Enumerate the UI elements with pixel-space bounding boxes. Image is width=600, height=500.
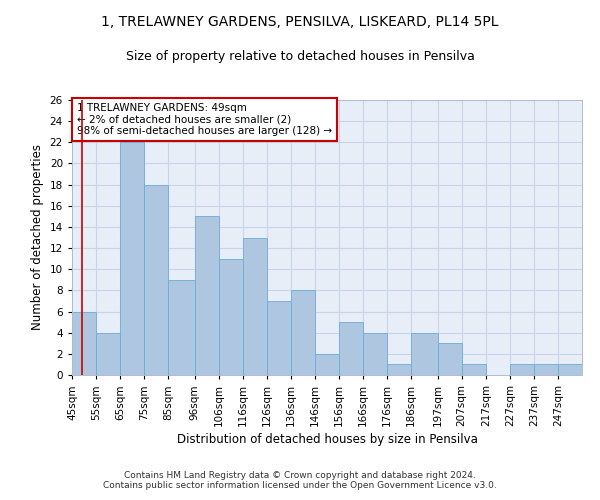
Text: 1, TRELAWNEY GARDENS, PENSILVA, LISKEARD, PL14 5PL: 1, TRELAWNEY GARDENS, PENSILVA, LISKEARD…: [101, 15, 499, 29]
Bar: [437, 344, 462, 375]
Bar: [339, 322, 363, 375]
Bar: [96, 332, 120, 375]
Bar: [315, 354, 339, 375]
Bar: [267, 301, 291, 375]
Bar: [387, 364, 411, 375]
Bar: [534, 364, 558, 375]
Bar: [462, 364, 486, 375]
Y-axis label: Number of detached properties: Number of detached properties: [31, 144, 44, 330]
Bar: [510, 364, 534, 375]
Bar: [194, 216, 219, 375]
Text: 1 TRELAWNEY GARDENS: 49sqm
← 2% of detached houses are smaller (2)
98% of semi-d: 1 TRELAWNEY GARDENS: 49sqm ← 2% of detac…: [77, 103, 332, 136]
Bar: [558, 364, 582, 375]
Bar: [411, 332, 437, 375]
Bar: [168, 280, 194, 375]
Text: Size of property relative to detached houses in Pensilva: Size of property relative to detached ho…: [125, 50, 475, 63]
Bar: [72, 312, 96, 375]
Bar: [219, 258, 243, 375]
Bar: [120, 142, 144, 375]
Bar: [363, 332, 387, 375]
Bar: [144, 184, 168, 375]
X-axis label: Distribution of detached houses by size in Pensilva: Distribution of detached houses by size …: [176, 433, 478, 446]
Text: Contains HM Land Registry data © Crown copyright and database right 2024.
Contai: Contains HM Land Registry data © Crown c…: [103, 470, 497, 490]
Bar: [291, 290, 315, 375]
Bar: [243, 238, 267, 375]
